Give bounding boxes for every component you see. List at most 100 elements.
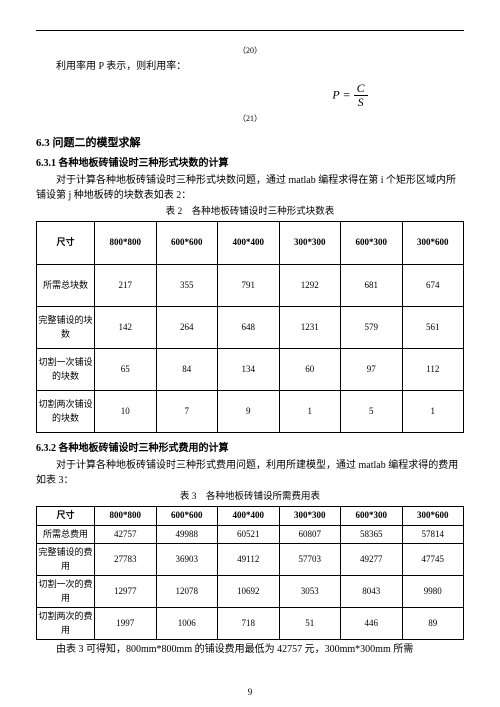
t3-r2v4: 8043 [341,576,403,608]
t3-r3l: 切割两次的费用 [37,608,95,640]
t2-r0l: 所需总块数 [37,264,95,307]
t3-r0l: 所需总费用 [37,525,95,544]
heading-6-3-1: 6.3.1 各种地板砖铺设时三种形式块数的计算 [36,156,464,171]
t3-h3: 400*400 [218,507,280,526]
t2-r2v2: 134 [218,349,280,391]
t2-h0: 尺寸 [37,222,95,265]
t2-r2v5: 112 [402,349,464,391]
table2-caption: 表 2 各种地板砖铺设时三种形式块数表 [36,205,464,219]
t2-h6: 300*600 [402,222,464,265]
t2-h1: 800*800 [95,222,157,265]
t3-r2v0: 12977 [95,576,157,608]
table-row: 完整铺设的块数 142 264 648 1231 579 561 [37,307,464,349]
table-3: 尺寸 800*800 600*600 400*400 300*300 600*3… [36,506,464,640]
t3-r1v3: 57703 [279,544,341,576]
table3-caption: 表 3 各种地板砖铺设所需费用表 [36,490,464,504]
t2-h2: 600*600 [156,222,218,265]
table-2: 尺寸 800*800 600*600 400*400 300*300 600*3… [36,221,464,433]
t2-h4: 300*300 [279,222,341,265]
line-utilization: 利用率用 P 表示，则利用率： [36,59,464,74]
eq-num-21: （21） [36,113,464,125]
formula-num: C [354,82,368,96]
t2-r3l: 切割两次铺设的块数 [37,391,95,433]
page-number: 9 [0,686,500,700]
t2-r0v2: 791 [218,264,280,307]
t2-r2v3: 60 [279,349,341,391]
t2-r1v3: 1231 [279,307,341,349]
t2-r3v2: 9 [218,391,280,433]
t3-r0v4: 58365 [341,525,403,544]
para-6-3-1: 对于计算各种地板砖铺设时三种形式块数问题，通过 matlab 编程求得在第 i … [36,173,464,203]
t2-r0v1: 355 [156,264,218,307]
t2-r1v2: 648 [218,307,280,349]
t2-r0v4: 681 [341,264,403,307]
t2-r2l: 切割一次铺设的块数 [37,349,95,391]
t3-r1v4: 49277 [341,544,403,576]
table-row: 尺寸 800*800 600*600 400*400 300*300 600*3… [37,507,464,526]
t3-r1v5: 47745 [402,544,464,576]
t2-r0v0: 217 [95,264,157,307]
formula-lhs: P = [332,87,350,101]
t3-r0v2: 60521 [218,525,280,544]
t2-h3: 400*400 [218,222,280,265]
t2-r1l: 完整铺设的块数 [37,307,95,349]
t2-h5: 600*300 [341,222,403,265]
formula-frac: C S [354,82,368,109]
eq-num-20: （20） [36,45,464,57]
formula-den: S [354,96,368,109]
para-6-3-2: 对于计算各种地板砖铺设时三种形式费用问题，利用所建模型，通过 matlab 编程… [36,458,464,488]
t3-r0v0: 42757 [95,525,157,544]
t2-r1v5: 561 [402,307,464,349]
t3-r3v5: 89 [402,608,464,640]
t3-r1l: 完整铺设的费用 [37,544,95,576]
t3-r0v5: 57814 [402,525,464,544]
formula-p: P = C S [236,82,464,109]
t3-r2l: 切割一次的费用 [37,576,95,608]
t2-r0v5: 674 [402,264,464,307]
table-row: 所需总块数 217 355 791 1292 681 674 [37,264,464,307]
t3-r3v1: 1006 [156,608,218,640]
table-row: 所需总费用 42757 49988 60521 60807 58365 5781… [37,525,464,544]
t3-h4: 300*300 [279,507,341,526]
t2-r3v3: 1 [279,391,341,433]
t3-r3v3: 51 [279,608,341,640]
t3-r2v1: 12078 [156,576,218,608]
t3-r0v1: 49988 [156,525,218,544]
t3-h6: 300*600 [402,507,464,526]
t2-r2v1: 84 [156,349,218,391]
t2-r3v4: 5 [341,391,403,433]
t3-r2v3: 3053 [279,576,341,608]
t3-h5: 600*300 [341,507,403,526]
trailing-line: 由表 3 可得知，800mm*800mm 的铺设费用最低为 42757 元，30… [36,642,464,657]
table-row: 尺寸 800*800 600*600 400*400 300*300 600*3… [37,222,464,265]
t2-r1v4: 579 [341,307,403,349]
table-row: 完整铺设的费用 27783 36903 49112 57703 49277 47… [37,544,464,576]
table-row: 切割两次的费用 1997 1006 718 51 446 89 [37,608,464,640]
t3-r3v4: 446 [341,608,403,640]
t3-h2: 600*600 [156,507,218,526]
t2-r0v3: 1292 [279,264,341,307]
t3-r0v3: 60807 [279,525,341,544]
t3-r3v2: 718 [218,608,280,640]
t3-h1: 800*800 [95,507,157,526]
t2-r3v1: 7 [156,391,218,433]
t3-h0: 尺寸 [37,507,95,526]
table-row: 切割一次的费用 12977 12078 10692 3053 8043 9980 [37,576,464,608]
t3-r2v5: 9980 [402,576,464,608]
t3-r1v2: 49112 [218,544,280,576]
t2-r1v0: 142 [95,307,157,349]
t3-r1v1: 36903 [156,544,218,576]
t2-r1v1: 264 [156,307,218,349]
t2-r3v0: 10 [95,391,157,433]
table-row: 切割两次铺设的块数 10 7 9 1 5 1 [37,391,464,433]
heading-6-3: 6.3 问题二的模型求解 [36,135,464,152]
t3-r2v2: 10692 [218,576,280,608]
t3-r3v0: 1997 [95,608,157,640]
t2-r2v0: 65 [95,349,157,391]
heading-6-3-2: 6.3.2 各种地板砖铺设时三种形式费用的计算 [36,441,464,456]
top-rule [36,30,464,31]
t2-r3v5: 1 [402,391,464,433]
t3-r1v0: 27783 [95,544,157,576]
t2-r2v4: 97 [341,349,403,391]
table-row: 切割一次铺设的块数 65 84 134 60 97 112 [37,349,464,391]
